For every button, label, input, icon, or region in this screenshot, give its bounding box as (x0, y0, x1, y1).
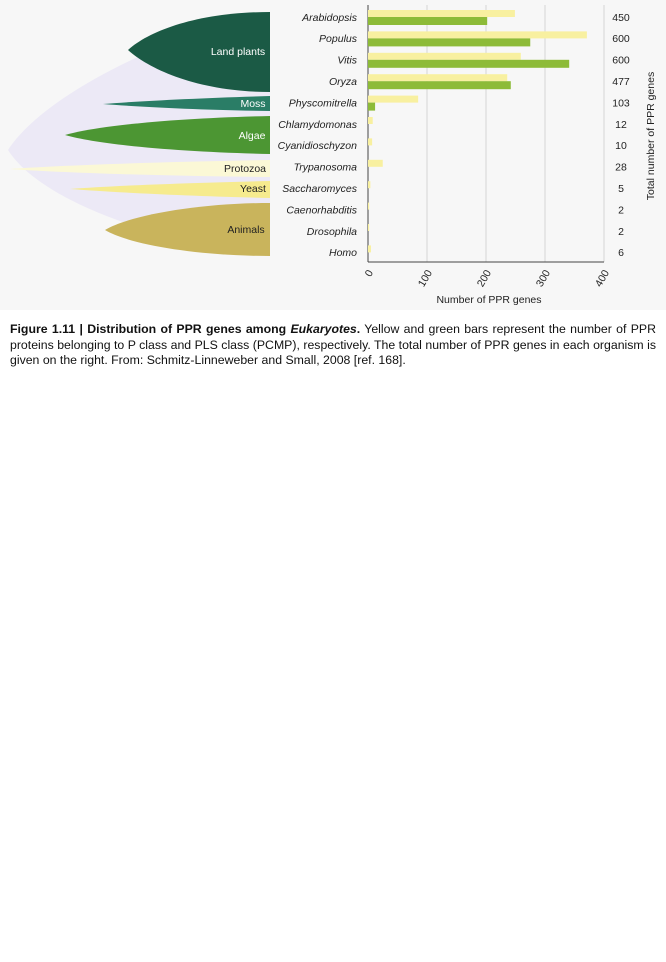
bar (368, 52, 521, 60)
caption: Figure 1.11 | Distribution of PPR genes … (10, 322, 656, 369)
y-tick-label: Arabidopsis (301, 12, 358, 24)
bar (368, 202, 370, 210)
y-tick-label: Drosophila (307, 226, 357, 238)
bar (368, 138, 373, 146)
total-label: 477 (612, 76, 630, 88)
y-tick-label: Cyanidioschyzon (278, 140, 358, 152)
bar (368, 181, 371, 189)
group-label: Animals (227, 224, 264, 236)
y-tick-label: Vitis (337, 55, 357, 67)
y-tick-label: Physcomitrella (289, 97, 357, 109)
total-label: 450 (612, 12, 630, 24)
bar (368, 81, 511, 90)
total-label: 28 (615, 162, 627, 174)
group-shape (128, 12, 270, 92)
y2-axis-label: Total number of PPR genes (645, 72, 657, 200)
y-tick-label: Populus (319, 33, 358, 45)
x-tick-label: 100 (416, 268, 435, 289)
group-shape (70, 181, 270, 198)
caption-emphasis: Eukaryotes (290, 322, 357, 336)
caption-end: . (356, 322, 361, 336)
y-tick-label: Saccharomyces (282, 183, 357, 195)
x-tick-label: 200 (475, 268, 494, 289)
chart: Land plants Moss Algae Protozoa Yeast An… (0, 0, 666, 310)
group-shape (65, 116, 270, 154)
total-label: 600 (612, 33, 630, 45)
bar (368, 102, 376, 111)
y-tick-label: Oryza (329, 76, 357, 88)
y-tick-label: Caenorhabditis (286, 204, 357, 216)
bar (368, 117, 373, 124)
y-tick-label: Trypanosoma (294, 162, 358, 174)
total-label: 10 (615, 140, 627, 152)
group-label: Yeast (240, 183, 266, 195)
group-label: Land plants (211, 46, 265, 58)
caption-label: Figure 1.11 | Distribution of PPR genes … (10, 322, 291, 336)
bar (368, 10, 515, 17)
total-label: 12 (615, 119, 627, 131)
bar (368, 159, 383, 167)
bar (368, 38, 531, 47)
total-label: 103 (612, 97, 630, 109)
bar (368, 17, 488, 25)
bar (368, 245, 371, 253)
total-label: 600 (612, 55, 630, 67)
group-label: Moss (240, 98, 265, 110)
group-label: Algae (239, 130, 266, 142)
total-label: 2 (618, 204, 624, 216)
bar (368, 95, 419, 103)
total-label: 2 (618, 226, 624, 238)
x-tick-label: 300 (534, 268, 553, 289)
group-shape (105, 203, 270, 256)
x-tick-label: 400 (593, 268, 612, 289)
total-label: 5 (618, 183, 624, 195)
bar (368, 59, 570, 68)
group-label: Protozoa (224, 163, 266, 175)
bar (368, 31, 587, 39)
bar (368, 74, 508, 82)
y-tick-label: Chlamydomonas (278, 119, 358, 131)
x-tick-label: 0 (363, 268, 376, 279)
total-label: 6 (618, 247, 624, 259)
bar (368, 224, 370, 231)
y-tick-label: Homo (329, 247, 357, 259)
caption-text: Yellow and green bars represent the numb… (10, 322, 656, 367)
group-shape (10, 160, 270, 177)
x-axis-label: Number of PPR genes (436, 294, 541, 306)
group-shape (103, 96, 270, 111)
